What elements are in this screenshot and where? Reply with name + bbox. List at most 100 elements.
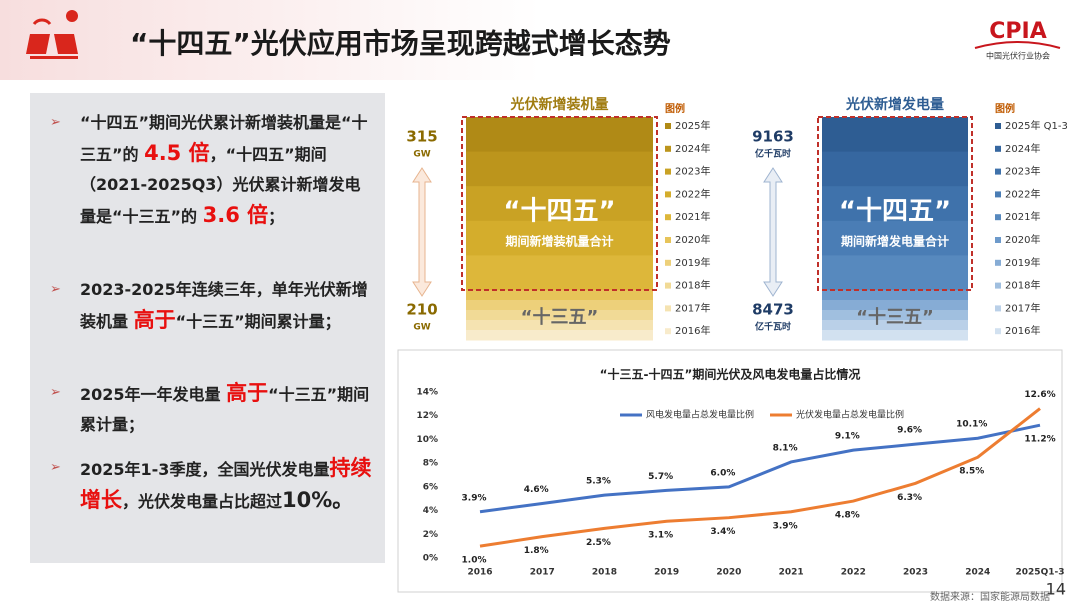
bullet-arrow: ➢ <box>50 282 61 297</box>
legend-swatch <box>665 305 671 312</box>
x-tick-label: 2022 <box>841 568 866 578</box>
y-tick-label: 2% <box>423 530 438 540</box>
legend-label: 2025年 <box>675 119 710 132</box>
icon <box>26 10 78 59</box>
bullet-text: 2023-2025年连续三年，单年光伏新增装机量 高于“十三五”期间累计量； <box>80 275 372 337</box>
text-run: ，“十四五”期间（2021-2025Q3）光伏累计新增发电量是“十三五”的 <box>80 145 361 226</box>
bullet-panel: ➢ “十四五”期间光伏累计新增装机量是“十三五”的 4.5 倍，“十四五”期间（2… <box>30 93 385 563</box>
legend-swatch <box>995 237 1001 243</box>
stack-segment <box>466 320 653 331</box>
legend-label: 2023年 <box>675 165 710 178</box>
value-label: 9.1% <box>835 432 860 442</box>
legend-label: 2017年 <box>675 301 710 314</box>
page-number: 14 <box>1046 580 1066 599</box>
legend-label: 2024年 <box>1005 142 1040 155</box>
big-label: “十四五” <box>503 197 615 227</box>
legend-swatch <box>665 145 671 152</box>
stack-segment <box>466 117 653 153</box>
line-chart: “十三五-十四五”期间光伏及风电发电量占比情况 0% 2% 4% 6% 8% 10% 12% 1… <box>416 367 1064 578</box>
text-run: 高于 <box>133 308 176 332</box>
bullet: ➢ “十四五”期间光伏累计新增装机量是“十三五”的 4.5 倍，“十四五”期间（2… <box>50 108 372 232</box>
stacks: 光伏新增装机量 2025年 2024年 2023年 2022年 2021年 2020年 201… <box>406 96 1068 341</box>
x-tick-label: 2016 <box>467 568 492 578</box>
legend-label: 2025年 Q1-3 <box>1005 119 1068 132</box>
bottom-unit: 亿千瓦时 <box>755 321 791 333</box>
value-label: 6.0% <box>710 468 735 478</box>
y-tick-label: 10% <box>416 435 438 445</box>
top-value: 9163 <box>752 128 794 146</box>
legend-swatch <box>665 123 671 129</box>
x-tick-label: 2020 <box>716 568 741 578</box>
text-run: 3.6 倍 <box>202 203 269 227</box>
legend-label: 2022年 <box>1005 187 1040 200</box>
stack-segment <box>466 151 653 187</box>
x-tick-label: 2018 <box>592 568 617 578</box>
legend-swatch <box>665 237 671 243</box>
legend-label: 2018年 <box>1005 279 1040 292</box>
text-run: “十四五”期间光伏累计新增装机量是“十三五”的 <box>80 113 368 164</box>
legend-swatch <box>995 259 1001 266</box>
legend-label: 2019年 <box>1005 256 1040 269</box>
legend-label: 风电发电量占总发电量比例 <box>646 409 754 421</box>
value-label: 3.9% <box>773 521 798 531</box>
stack-segment <box>466 290 653 301</box>
legend-swatch <box>665 328 671 335</box>
value-label: 8.5% <box>959 467 984 477</box>
bullet-text: 2025年1-3季度，全国光伏发电量持续增长，光伏发电量占比超过10%。 <box>80 453 372 517</box>
legend-swatch <box>995 123 1001 129</box>
chart-frame <box>397 349 1063 593</box>
legend-swatch <box>665 214 671 221</box>
legend-label: 2020年 <box>1005 233 1040 246</box>
chart-title: “十三五-十四五”期间光伏及风电发电量占比情况 <box>600 367 861 382</box>
y-tick-label: 8% <box>423 459 438 469</box>
big-label: “十四五” <box>839 197 951 227</box>
dashed-frame <box>461 116 658 291</box>
value-label: 4.8% <box>835 511 860 521</box>
stack-title: 光伏新增发电量 <box>845 96 944 113</box>
legend-label: 2023年 <box>1005 165 1040 178</box>
value-label: 2.5% <box>586 538 611 548</box>
legend-title: 图例 <box>665 102 685 115</box>
value-label: 11.2% <box>1024 435 1055 445</box>
x-tick-label: 2021 <box>779 568 804 578</box>
top-unit: GW <box>413 150 430 160</box>
legend-swatch <box>995 145 1001 152</box>
x-tick-label: 2017 <box>530 568 555 578</box>
value-label: 3.4% <box>710 527 735 537</box>
x-tick-label: 2025Q1-3 <box>1016 568 1065 578</box>
sub-label: 期间新增发电量合计 <box>841 234 949 249</box>
logo-sub: 中国光伏行业协会 <box>986 51 1050 61</box>
legend-swatch <box>665 191 671 198</box>
text-run: 2025年一年发电量 <box>80 385 227 404</box>
value-label: 4.6% <box>524 485 549 495</box>
legend-label: 光伏发电量占总发电量比例 <box>796 409 904 421</box>
bullet-text: “十四五”期间光伏累计新增装机量是“十三五”的 4.5 倍，“十四五”期间（20… <box>80 108 372 232</box>
value-label: 9.6% <box>897 426 922 436</box>
y-tick-label: 6% <box>423 482 438 492</box>
stack-segment <box>466 330 653 341</box>
bullet-text: 2025年一年发电量 高于“十三五”期间累计量； <box>80 378 372 440</box>
series-line <box>479 407 1041 548</box>
value-label: 3.1% <box>648 531 673 541</box>
stack-segment <box>466 255 653 291</box>
bullet: ➢ 2023-2025年连续三年，单年光伏新增装机量 高于“十三五”期间累计量； <box>50 275 372 337</box>
source: 数据来源：国家能源局数据 <box>930 590 1050 603</box>
title: “十四五”光伏应用市场呈现跨越式增长态势 <box>130 27 671 60</box>
text-run: “十三五”期间累计量； <box>80 385 370 434</box>
legend-label: 2021年 <box>675 210 710 223</box>
stack-segment <box>822 220 968 256</box>
legend-label: 2017年 <box>1005 301 1040 314</box>
stack-segment <box>822 255 968 291</box>
y-tick-label: 4% <box>423 506 438 516</box>
x-tick-label: 2019 <box>654 568 679 578</box>
stack-segment <box>822 290 968 301</box>
legend-label: 2022年 <box>675 187 710 200</box>
double-arrow <box>763 167 783 297</box>
value-label: 10.1% <box>956 420 987 430</box>
legend-swatch <box>995 305 1001 312</box>
bullet-arrow: ➢ <box>50 115 61 130</box>
legend-label: 2016年 <box>675 324 710 337</box>
value-label: 5.3% <box>586 477 611 487</box>
